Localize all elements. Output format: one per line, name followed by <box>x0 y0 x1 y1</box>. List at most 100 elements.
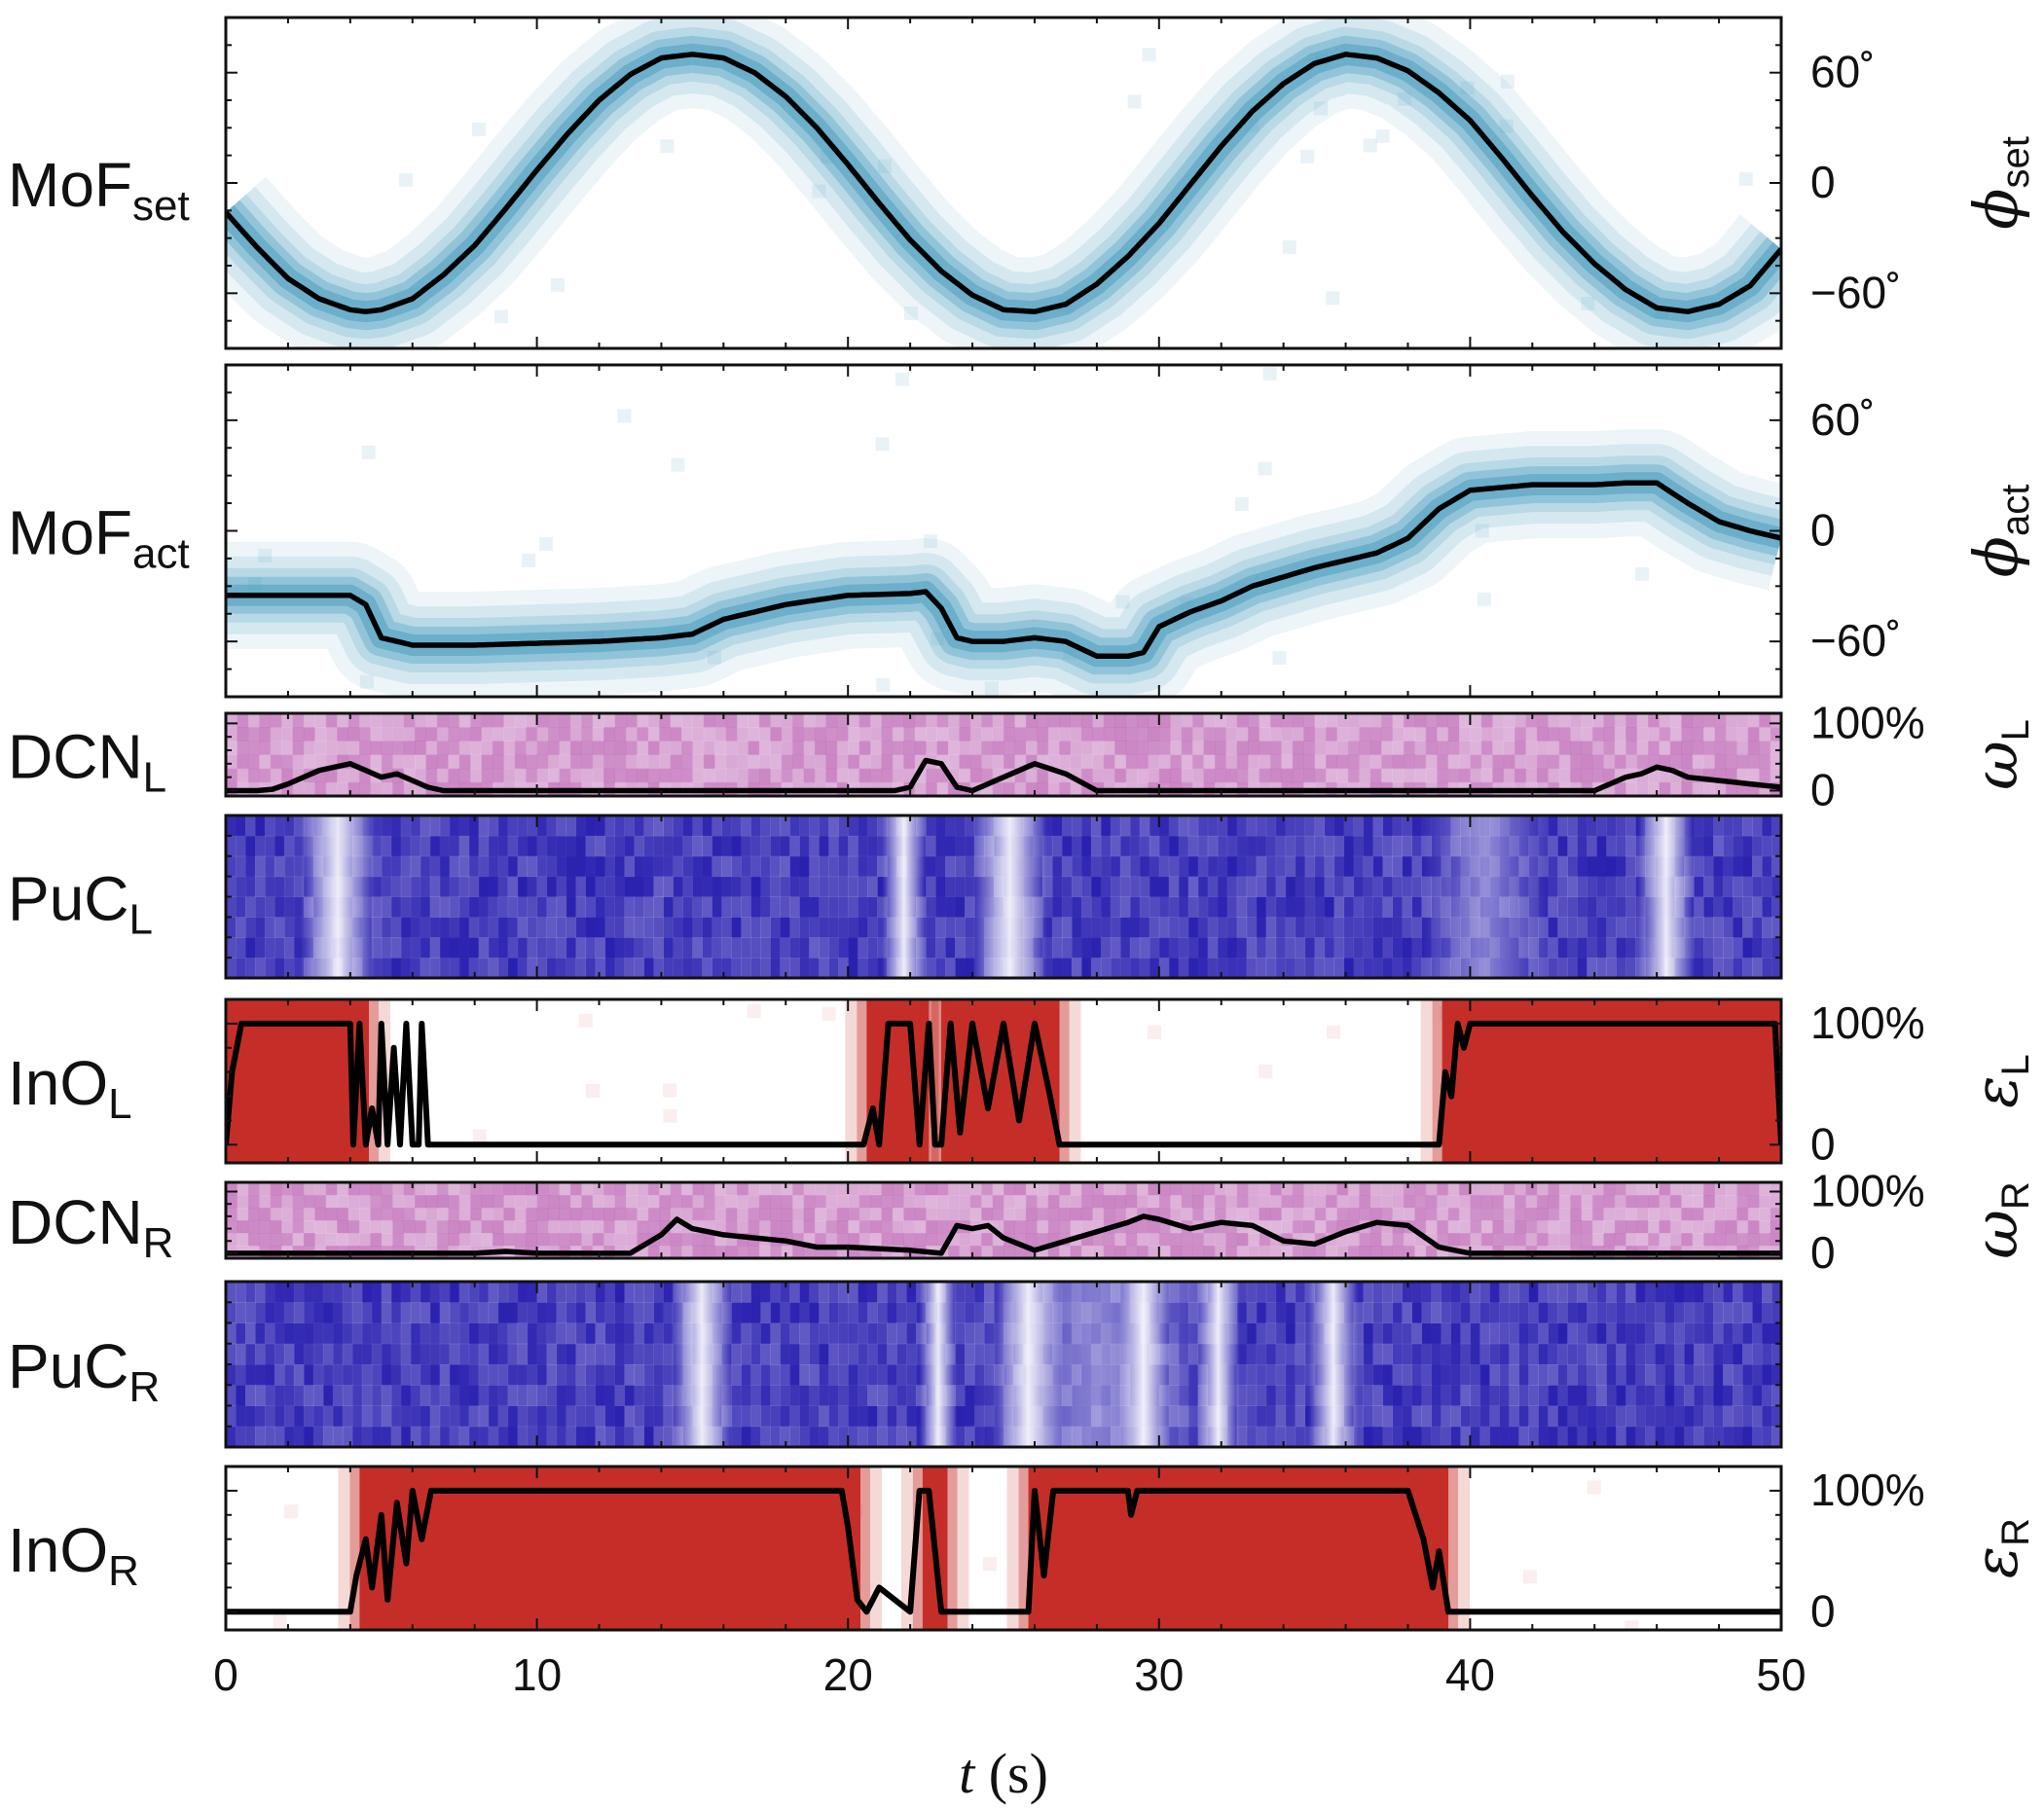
heatmap-cell <box>1479 1302 1490 1323</box>
heatmap-cell <box>1636 713 1649 728</box>
heatmap-cell <box>803 1208 816 1221</box>
heatmap-cell <box>358 1220 371 1234</box>
heatmap-cell <box>566 1364 577 1386</box>
heatmap-cell <box>858 1426 868 1447</box>
heatmap-cell <box>1771 1405 1781 1428</box>
heatmap-cell <box>848 1282 858 1303</box>
heatmap-cell <box>274 876 285 897</box>
heatmap-cell <box>281 1220 293 1234</box>
heatmap-cell <box>459 937 469 958</box>
heatmap-cell <box>488 1426 499 1447</box>
heatmap-cell <box>1080 1233 1093 1247</box>
heatmap-cell <box>526 713 538 728</box>
heatmap-cell <box>680 1195 693 1209</box>
heatmap-cell <box>789 1302 799 1323</box>
heatmap-cell <box>332 1405 344 1428</box>
heatmap-cell <box>867 1343 878 1365</box>
heatmap-cell <box>1684 1344 1694 1365</box>
heatmap-cell <box>758 1195 771 1209</box>
heatmap-cell <box>1336 727 1349 742</box>
heatmap-cell <box>1181 1246 1193 1258</box>
heatmap-cell <box>448 727 460 742</box>
heatmap-cell <box>1548 1282 1558 1303</box>
heatmap-cell <box>1071 876 1082 897</box>
heatmap-cell <box>259 741 272 755</box>
heatmap-cell <box>536 768 549 783</box>
heatmap-cell <box>825 754 838 770</box>
heatmap-cell <box>392 1182 405 1196</box>
heatmap-cell <box>595 1343 606 1365</box>
heatmap-cell <box>1558 727 1571 742</box>
heatmap-cell <box>585 835 597 857</box>
heatmap-cell <box>1479 1282 1490 1303</box>
heatmap-cell <box>653 855 664 878</box>
heatmap-cell <box>1470 1195 1482 1209</box>
heatmap-cell <box>517 835 529 857</box>
heatmap-cell <box>1286 877 1296 897</box>
heatmap-cell <box>458 741 471 755</box>
heatmap-cell <box>449 1302 460 1323</box>
heatmap-cell <box>1178 855 1189 878</box>
heatmap-cell <box>781 1246 793 1258</box>
heatmap-cell <box>892 1233 904 1247</box>
heatmap-cell <box>1742 856 1752 877</box>
heatmap-cell <box>592 1182 604 1196</box>
heatmap-cell <box>468 1282 480 1303</box>
heatmap-cell <box>1596 876 1607 897</box>
heatmap-cell <box>1759 1220 1771 1234</box>
heatmap-cell <box>634 815 644 837</box>
heatmap-cell <box>1158 958 1170 978</box>
heatmap-cell <box>1303 1208 1316 1221</box>
heatmap-cell <box>1119 958 1131 978</box>
heatmap-cell <box>947 1182 960 1196</box>
heatmap-cell <box>1114 1246 1127 1258</box>
heatmap-cell <box>803 768 816 783</box>
heatmap-cell <box>947 781 960 796</box>
heatmap-cell <box>1392 1364 1403 1386</box>
heatmap-cell <box>1538 1385 1549 1406</box>
heatmap-cell <box>1303 713 1316 728</box>
heatmap-cell <box>603 741 615 755</box>
heatmap-cell <box>1275 1322 1287 1345</box>
heatmap-cell <box>274 958 285 978</box>
heatmap-cell <box>867 876 878 897</box>
heatmap-cell <box>803 1220 816 1234</box>
heatmap-cell <box>381 1195 393 1209</box>
heatmap-cell <box>1170 754 1183 770</box>
heatmap-cell <box>492 768 504 783</box>
heatmap-cell <box>1292 754 1304 770</box>
heatmap-cell <box>370 754 383 770</box>
heatmap-cell <box>1353 1343 1365 1365</box>
heatmap-cell <box>1257 1302 1266 1323</box>
heatmap-cell <box>1447 768 1460 783</box>
heatmap-cell <box>625 727 638 742</box>
heatmap-cell <box>1480 713 1493 728</box>
heatmap-cell <box>1752 958 1763 978</box>
heatmap-cell <box>536 1282 548 1303</box>
heatmap-cell <box>1616 917 1626 938</box>
heatmap-cell <box>1557 1282 1568 1303</box>
heatmap-cell <box>1347 1208 1360 1221</box>
heatmap-cell <box>1669 741 1682 755</box>
heatmap-cell <box>439 1322 451 1345</box>
heatmap-cell <box>264 876 275 897</box>
heatmap-cell <box>836 1208 849 1221</box>
heatmap-cell <box>1518 1282 1529 1303</box>
heatmap-cell <box>1269 754 1282 770</box>
heatmap-cell <box>624 917 635 938</box>
heatmap-cell <box>1606 1405 1617 1428</box>
heatmap-cell <box>959 713 971 728</box>
heatmap-cell <box>1759 781 1771 796</box>
heatmap-cell <box>1733 1282 1743 1303</box>
heatmap-cell <box>526 1195 538 1209</box>
heatmap-cell <box>1431 1282 1442 1303</box>
heatmap-cell <box>1168 937 1180 959</box>
heatmap-cell <box>381 896 392 918</box>
heatmap-cell <box>1347 1246 1360 1258</box>
heatmap-cell <box>254 1282 266 1303</box>
noise-square <box>1460 81 1475 95</box>
heatmap-cell <box>449 1343 460 1365</box>
heatmap-cell <box>1770 713 1781 728</box>
heatmap-cell <box>1587 1343 1597 1365</box>
heatmap-cell <box>1450 1364 1461 1386</box>
